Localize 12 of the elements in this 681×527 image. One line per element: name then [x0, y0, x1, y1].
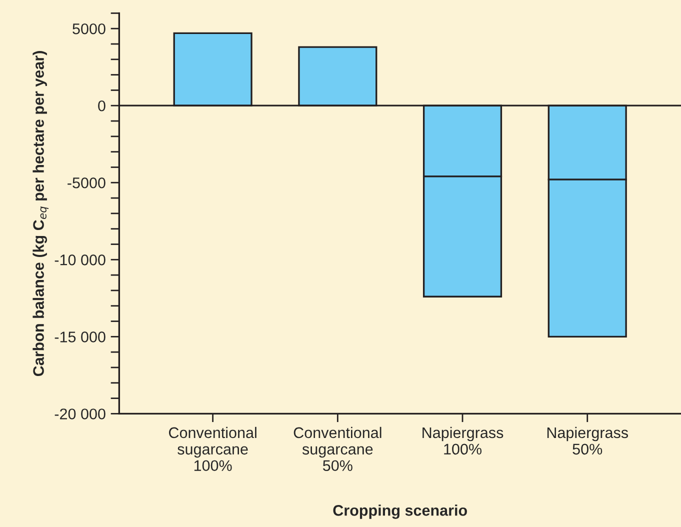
x-tick-label: Napiergrass 100% — [422, 426, 504, 455]
y-tick-label: -15 000 — [54, 332, 106, 342]
y-tick-label: -5000 — [68, 177, 106, 188]
y-tick-label: -10 000 — [54, 254, 106, 266]
y-tick-label: -20 000 — [54, 408, 106, 420]
x-tick-label: Conventional sugarcane 100% — [169, 426, 256, 472]
y-axis-title: Carbon balance (kg C$_{eq}$ per hectare per year) — [32, 51, 49, 376]
x-tick-label: Napiergrass 50% — [547, 426, 628, 455]
y-tick-label: 5000 — [72, 23, 106, 34]
x-axis-title: Cropping scenario — [333, 504, 467, 519]
y-tick-label: 0 — [98, 100, 106, 112]
x-tick-label: Conventional sugarcane 50% — [294, 426, 382, 472]
